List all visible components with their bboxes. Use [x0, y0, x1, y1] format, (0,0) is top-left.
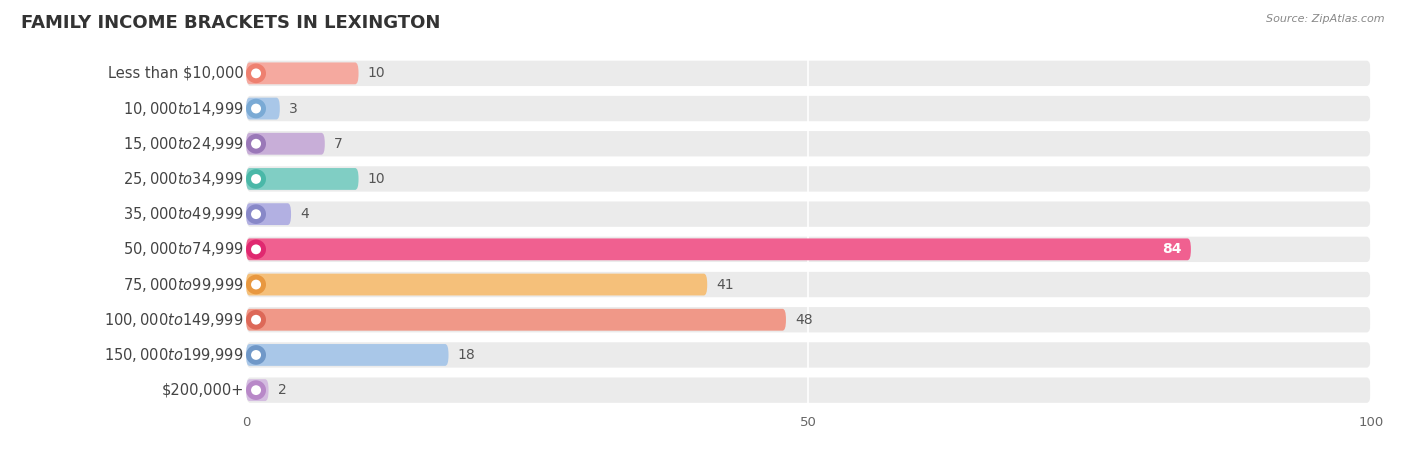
Text: Less than $10,000: Less than $10,000: [108, 66, 243, 81]
Ellipse shape: [252, 68, 262, 78]
Ellipse shape: [252, 315, 262, 324]
Text: $35,000 to $49,999: $35,000 to $49,999: [122, 205, 243, 223]
FancyBboxPatch shape: [246, 61, 1371, 86]
Ellipse shape: [246, 134, 266, 153]
FancyBboxPatch shape: [246, 96, 1371, 121]
Ellipse shape: [252, 174, 262, 184]
Text: 48: 48: [794, 313, 813, 327]
Ellipse shape: [246, 275, 266, 294]
Text: 3: 3: [288, 102, 298, 116]
Text: 10: 10: [367, 172, 385, 186]
FancyBboxPatch shape: [246, 238, 1191, 260]
Text: $200,000+: $200,000+: [162, 382, 243, 398]
FancyBboxPatch shape: [246, 131, 1371, 157]
Text: $10,000 to $14,999: $10,000 to $14,999: [122, 99, 243, 117]
Text: Source: ZipAtlas.com: Source: ZipAtlas.com: [1267, 14, 1385, 23]
Text: $75,000 to $99,999: $75,000 to $99,999: [122, 275, 243, 293]
FancyBboxPatch shape: [246, 63, 359, 84]
Text: $150,000 to $199,999: $150,000 to $199,999: [104, 346, 243, 364]
Text: 41: 41: [716, 278, 734, 292]
FancyBboxPatch shape: [246, 379, 269, 401]
Text: 4: 4: [299, 207, 309, 221]
FancyBboxPatch shape: [246, 307, 1371, 333]
Text: 10: 10: [367, 66, 385, 81]
FancyBboxPatch shape: [246, 342, 1371, 368]
Ellipse shape: [246, 204, 266, 224]
Ellipse shape: [252, 209, 262, 219]
FancyBboxPatch shape: [246, 272, 1371, 297]
Text: $100,000 to $149,999: $100,000 to $149,999: [104, 311, 243, 329]
Ellipse shape: [252, 104, 262, 113]
FancyBboxPatch shape: [246, 344, 449, 366]
Text: $15,000 to $24,999: $15,000 to $24,999: [122, 135, 243, 153]
Ellipse shape: [252, 385, 262, 395]
Text: 2: 2: [277, 383, 287, 397]
Ellipse shape: [252, 279, 262, 289]
Ellipse shape: [252, 139, 262, 149]
FancyBboxPatch shape: [246, 202, 1371, 227]
FancyBboxPatch shape: [246, 168, 359, 190]
Ellipse shape: [246, 99, 266, 118]
FancyBboxPatch shape: [246, 166, 1371, 192]
Text: $50,000 to $74,999: $50,000 to $74,999: [122, 240, 243, 258]
Ellipse shape: [252, 244, 262, 254]
Ellipse shape: [252, 350, 262, 360]
FancyBboxPatch shape: [246, 237, 1371, 262]
Ellipse shape: [246, 345, 266, 365]
FancyBboxPatch shape: [246, 133, 325, 155]
Text: 18: 18: [457, 348, 475, 362]
Ellipse shape: [246, 310, 266, 329]
Ellipse shape: [246, 239, 266, 259]
Ellipse shape: [246, 380, 266, 400]
FancyBboxPatch shape: [246, 203, 291, 225]
Text: $25,000 to $34,999: $25,000 to $34,999: [122, 170, 243, 188]
FancyBboxPatch shape: [246, 274, 707, 296]
FancyBboxPatch shape: [246, 378, 1371, 403]
FancyBboxPatch shape: [246, 309, 786, 331]
FancyBboxPatch shape: [246, 98, 280, 119]
Text: 7: 7: [333, 137, 343, 151]
Ellipse shape: [246, 169, 266, 189]
Ellipse shape: [246, 63, 266, 83]
Text: 84: 84: [1163, 243, 1182, 256]
Text: FAMILY INCOME BRACKETS IN LEXINGTON: FAMILY INCOME BRACKETS IN LEXINGTON: [21, 14, 440, 32]
